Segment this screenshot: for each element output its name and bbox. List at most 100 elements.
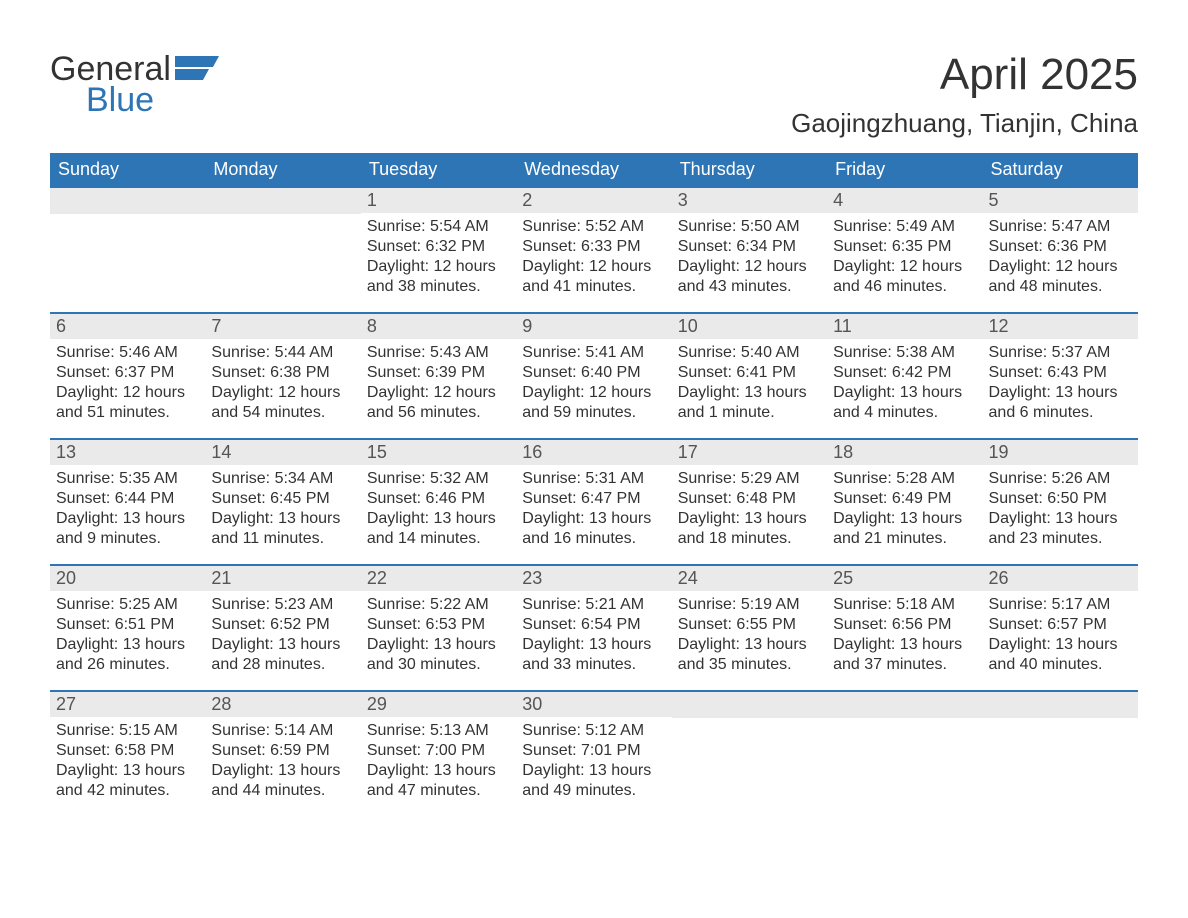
day-number bbox=[827, 692, 982, 718]
day-number: 14 bbox=[205, 440, 360, 465]
daylight-text-1: Daylight: 13 hours bbox=[367, 509, 510, 529]
daylight-text-2: and 54 minutes. bbox=[211, 403, 354, 423]
day-number: 12 bbox=[983, 314, 1138, 339]
daylight-text-2: and 47 minutes. bbox=[367, 781, 510, 801]
daylight-text-2: and 4 minutes. bbox=[833, 403, 976, 423]
sunrise-text: Sunrise: 5:26 AM bbox=[989, 469, 1132, 489]
sunrise-text: Sunrise: 5:38 AM bbox=[833, 343, 976, 363]
day-number: 27 bbox=[50, 692, 205, 717]
sunrise-text: Sunrise: 5:46 AM bbox=[56, 343, 199, 363]
calendar-cell: 4Sunrise: 5:49 AMSunset: 6:35 PMDaylight… bbox=[827, 187, 982, 313]
calendar-cell: 13Sunrise: 5:35 AMSunset: 6:44 PMDayligh… bbox=[50, 439, 205, 565]
day-body: Sunrise: 5:25 AMSunset: 6:51 PMDaylight:… bbox=[50, 591, 205, 683]
sunrise-text: Sunrise: 5:44 AM bbox=[211, 343, 354, 363]
calendar-cell: 25Sunrise: 5:18 AMSunset: 6:56 PMDayligh… bbox=[827, 565, 982, 691]
calendar-table: SundayMondayTuesdayWednesdayThursdayFrid… bbox=[50, 153, 1138, 816]
calendar-cell: 26Sunrise: 5:17 AMSunset: 6:57 PMDayligh… bbox=[983, 565, 1138, 691]
weekday-header: Wednesday bbox=[516, 153, 671, 187]
daylight-text-1: Daylight: 13 hours bbox=[367, 635, 510, 655]
logo: General Blue bbox=[50, 50, 219, 120]
day-number: 9 bbox=[516, 314, 671, 339]
sunset-text: Sunset: 6:32 PM bbox=[367, 237, 510, 257]
day-number: 30 bbox=[516, 692, 671, 717]
daylight-text-2: and 48 minutes. bbox=[989, 277, 1132, 297]
daylight-text-2: and 38 minutes. bbox=[367, 277, 510, 297]
day-number: 15 bbox=[361, 440, 516, 465]
day-body bbox=[827, 718, 982, 730]
daylight-text-2: and 37 minutes. bbox=[833, 655, 976, 675]
weekday-header: Friday bbox=[827, 153, 982, 187]
daylight-text-2: and 1 minute. bbox=[678, 403, 821, 423]
daylight-text-2: and 59 minutes. bbox=[522, 403, 665, 423]
sunset-text: Sunset: 7:00 PM bbox=[367, 741, 510, 761]
calendar-cell: 2Sunrise: 5:52 AMSunset: 6:33 PMDaylight… bbox=[516, 187, 671, 313]
calendar-cell: 11Sunrise: 5:38 AMSunset: 6:42 PMDayligh… bbox=[827, 313, 982, 439]
daylight-text-1: Daylight: 12 hours bbox=[522, 383, 665, 403]
sunset-text: Sunset: 6:41 PM bbox=[678, 363, 821, 383]
daylight-text-1: Daylight: 13 hours bbox=[522, 509, 665, 529]
day-body: Sunrise: 5:18 AMSunset: 6:56 PMDaylight:… bbox=[827, 591, 982, 683]
sunset-text: Sunset: 6:44 PM bbox=[56, 489, 199, 509]
sunrise-text: Sunrise: 5:28 AM bbox=[833, 469, 976, 489]
daylight-text-1: Daylight: 12 hours bbox=[367, 257, 510, 277]
daylight-text-2: and 49 minutes. bbox=[522, 781, 665, 801]
calendar-cell: 1Sunrise: 5:54 AMSunset: 6:32 PMDaylight… bbox=[361, 187, 516, 313]
sunset-text: Sunset: 6:53 PM bbox=[367, 615, 510, 635]
calendar-cell: 9Sunrise: 5:41 AMSunset: 6:40 PMDaylight… bbox=[516, 313, 671, 439]
day-number: 18 bbox=[827, 440, 982, 465]
sunset-text: Sunset: 6:58 PM bbox=[56, 741, 199, 761]
calendar-cell: 24Sunrise: 5:19 AMSunset: 6:55 PMDayligh… bbox=[672, 565, 827, 691]
day-number: 5 bbox=[983, 188, 1138, 213]
day-body: Sunrise: 5:21 AMSunset: 6:54 PMDaylight:… bbox=[516, 591, 671, 683]
day-body: Sunrise: 5:43 AMSunset: 6:39 PMDaylight:… bbox=[361, 339, 516, 431]
calendar-cell bbox=[827, 691, 982, 816]
sunrise-text: Sunrise: 5:21 AM bbox=[522, 595, 665, 615]
day-number: 13 bbox=[50, 440, 205, 465]
day-body bbox=[672, 718, 827, 730]
day-body: Sunrise: 5:29 AMSunset: 6:48 PMDaylight:… bbox=[672, 465, 827, 557]
daylight-text-1: Daylight: 13 hours bbox=[211, 635, 354, 655]
calendar-cell: 10Sunrise: 5:40 AMSunset: 6:41 PMDayligh… bbox=[672, 313, 827, 439]
day-body: Sunrise: 5:22 AMSunset: 6:53 PMDaylight:… bbox=[361, 591, 516, 683]
sunrise-text: Sunrise: 5:17 AM bbox=[989, 595, 1132, 615]
calendar-cell bbox=[205, 187, 360, 313]
sunrise-text: Sunrise: 5:29 AM bbox=[678, 469, 821, 489]
calendar-cell: 7Sunrise: 5:44 AMSunset: 6:38 PMDaylight… bbox=[205, 313, 360, 439]
daylight-text-1: Daylight: 12 hours bbox=[56, 383, 199, 403]
daylight-text-1: Daylight: 13 hours bbox=[833, 383, 976, 403]
day-number: 20 bbox=[50, 566, 205, 591]
sunrise-text: Sunrise: 5:54 AM bbox=[367, 217, 510, 237]
daylight-text-2: and 16 minutes. bbox=[522, 529, 665, 549]
daylight-text-2: and 41 minutes. bbox=[522, 277, 665, 297]
sunrise-text: Sunrise: 5:23 AM bbox=[211, 595, 354, 615]
daylight-text-2: and 44 minutes. bbox=[211, 781, 354, 801]
sunset-text: Sunset: 6:40 PM bbox=[522, 363, 665, 383]
calendar-cell: 19Sunrise: 5:26 AMSunset: 6:50 PMDayligh… bbox=[983, 439, 1138, 565]
day-number: 29 bbox=[361, 692, 516, 717]
day-body: Sunrise: 5:44 AMSunset: 6:38 PMDaylight:… bbox=[205, 339, 360, 431]
sunrise-text: Sunrise: 5:31 AM bbox=[522, 469, 665, 489]
daylight-text-1: Daylight: 13 hours bbox=[367, 761, 510, 781]
daylight-text-1: Daylight: 13 hours bbox=[989, 635, 1132, 655]
daylight-text-1: Daylight: 13 hours bbox=[56, 509, 199, 529]
sunset-text: Sunset: 6:49 PM bbox=[833, 489, 976, 509]
sunset-text: Sunset: 6:42 PM bbox=[833, 363, 976, 383]
sunrise-text: Sunrise: 5:12 AM bbox=[522, 721, 665, 741]
day-body: Sunrise: 5:17 AMSunset: 6:57 PMDaylight:… bbox=[983, 591, 1138, 683]
sunrise-text: Sunrise: 5:18 AM bbox=[833, 595, 976, 615]
day-number bbox=[50, 188, 205, 214]
calendar-cell: 30Sunrise: 5:12 AMSunset: 7:01 PMDayligh… bbox=[516, 691, 671, 816]
calendar-cell: 27Sunrise: 5:15 AMSunset: 6:58 PMDayligh… bbox=[50, 691, 205, 816]
daylight-text-2: and 35 minutes. bbox=[678, 655, 821, 675]
sunset-text: Sunset: 6:47 PM bbox=[522, 489, 665, 509]
weekday-header: Thursday bbox=[672, 153, 827, 187]
day-number: 10 bbox=[672, 314, 827, 339]
calendar-cell: 23Sunrise: 5:21 AMSunset: 6:54 PMDayligh… bbox=[516, 565, 671, 691]
calendar-cell: 22Sunrise: 5:22 AMSunset: 6:53 PMDayligh… bbox=[361, 565, 516, 691]
day-number: 28 bbox=[205, 692, 360, 717]
sunrise-text: Sunrise: 5:25 AM bbox=[56, 595, 199, 615]
calendar-cell: 3Sunrise: 5:50 AMSunset: 6:34 PMDaylight… bbox=[672, 187, 827, 313]
daylight-text-1: Daylight: 13 hours bbox=[989, 383, 1132, 403]
day-number: 7 bbox=[205, 314, 360, 339]
daylight-text-2: and 46 minutes. bbox=[833, 277, 976, 297]
